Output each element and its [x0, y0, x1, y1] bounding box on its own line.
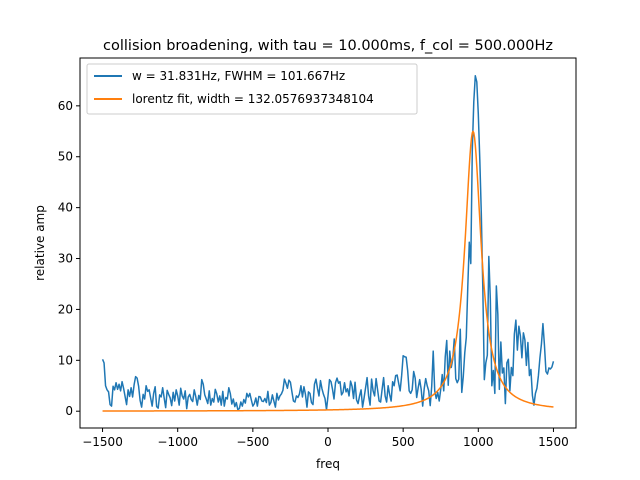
x-tick-label: −500	[236, 435, 269, 449]
x-axis-label: freq	[316, 457, 340, 471]
x-tick-label: 1500	[538, 435, 569, 449]
legend-label-series-1: w = 31.831Hz, FWHM = 101.667Hz	[132, 69, 345, 83]
y-tick-label: 60	[58, 99, 73, 113]
y-tick-label: 50	[58, 150, 73, 164]
y-axis-label: relative amp	[33, 205, 47, 281]
y-tick-label: 20	[58, 302, 73, 316]
legend-label-series-2: lorentz fit, width = 132.0576937348104	[132, 92, 374, 106]
legend: w = 31.831Hz, FWHM = 101.667Hz lorentz f…	[86, 63, 418, 115]
x-tick-label: 1000	[463, 435, 494, 449]
series-line-2	[102, 130, 554, 412]
series-line-1	[101, 75, 555, 411]
chart-title: collision broadening, with tau = 10.000m…	[103, 38, 553, 54]
y-tick-label: 30	[58, 252, 73, 266]
series-layer	[101, 75, 555, 412]
x-tick-label: 500	[392, 435, 415, 449]
y-axis-ticks: 0 10 20 30 40 50 60	[58, 99, 80, 418]
x-tick-label: −1000	[157, 435, 198, 449]
y-tick-label: 10	[58, 353, 73, 367]
x-axis-ticks: −1500 −1000 −500 0 500 1000 1500	[82, 428, 569, 449]
y-tick-label: 0	[65, 404, 73, 418]
legend-frame	[86, 63, 418, 115]
x-tick-label: −1500	[82, 435, 123, 449]
x-tick-label: 0	[324, 435, 332, 449]
y-tick-label: 40	[58, 201, 73, 215]
